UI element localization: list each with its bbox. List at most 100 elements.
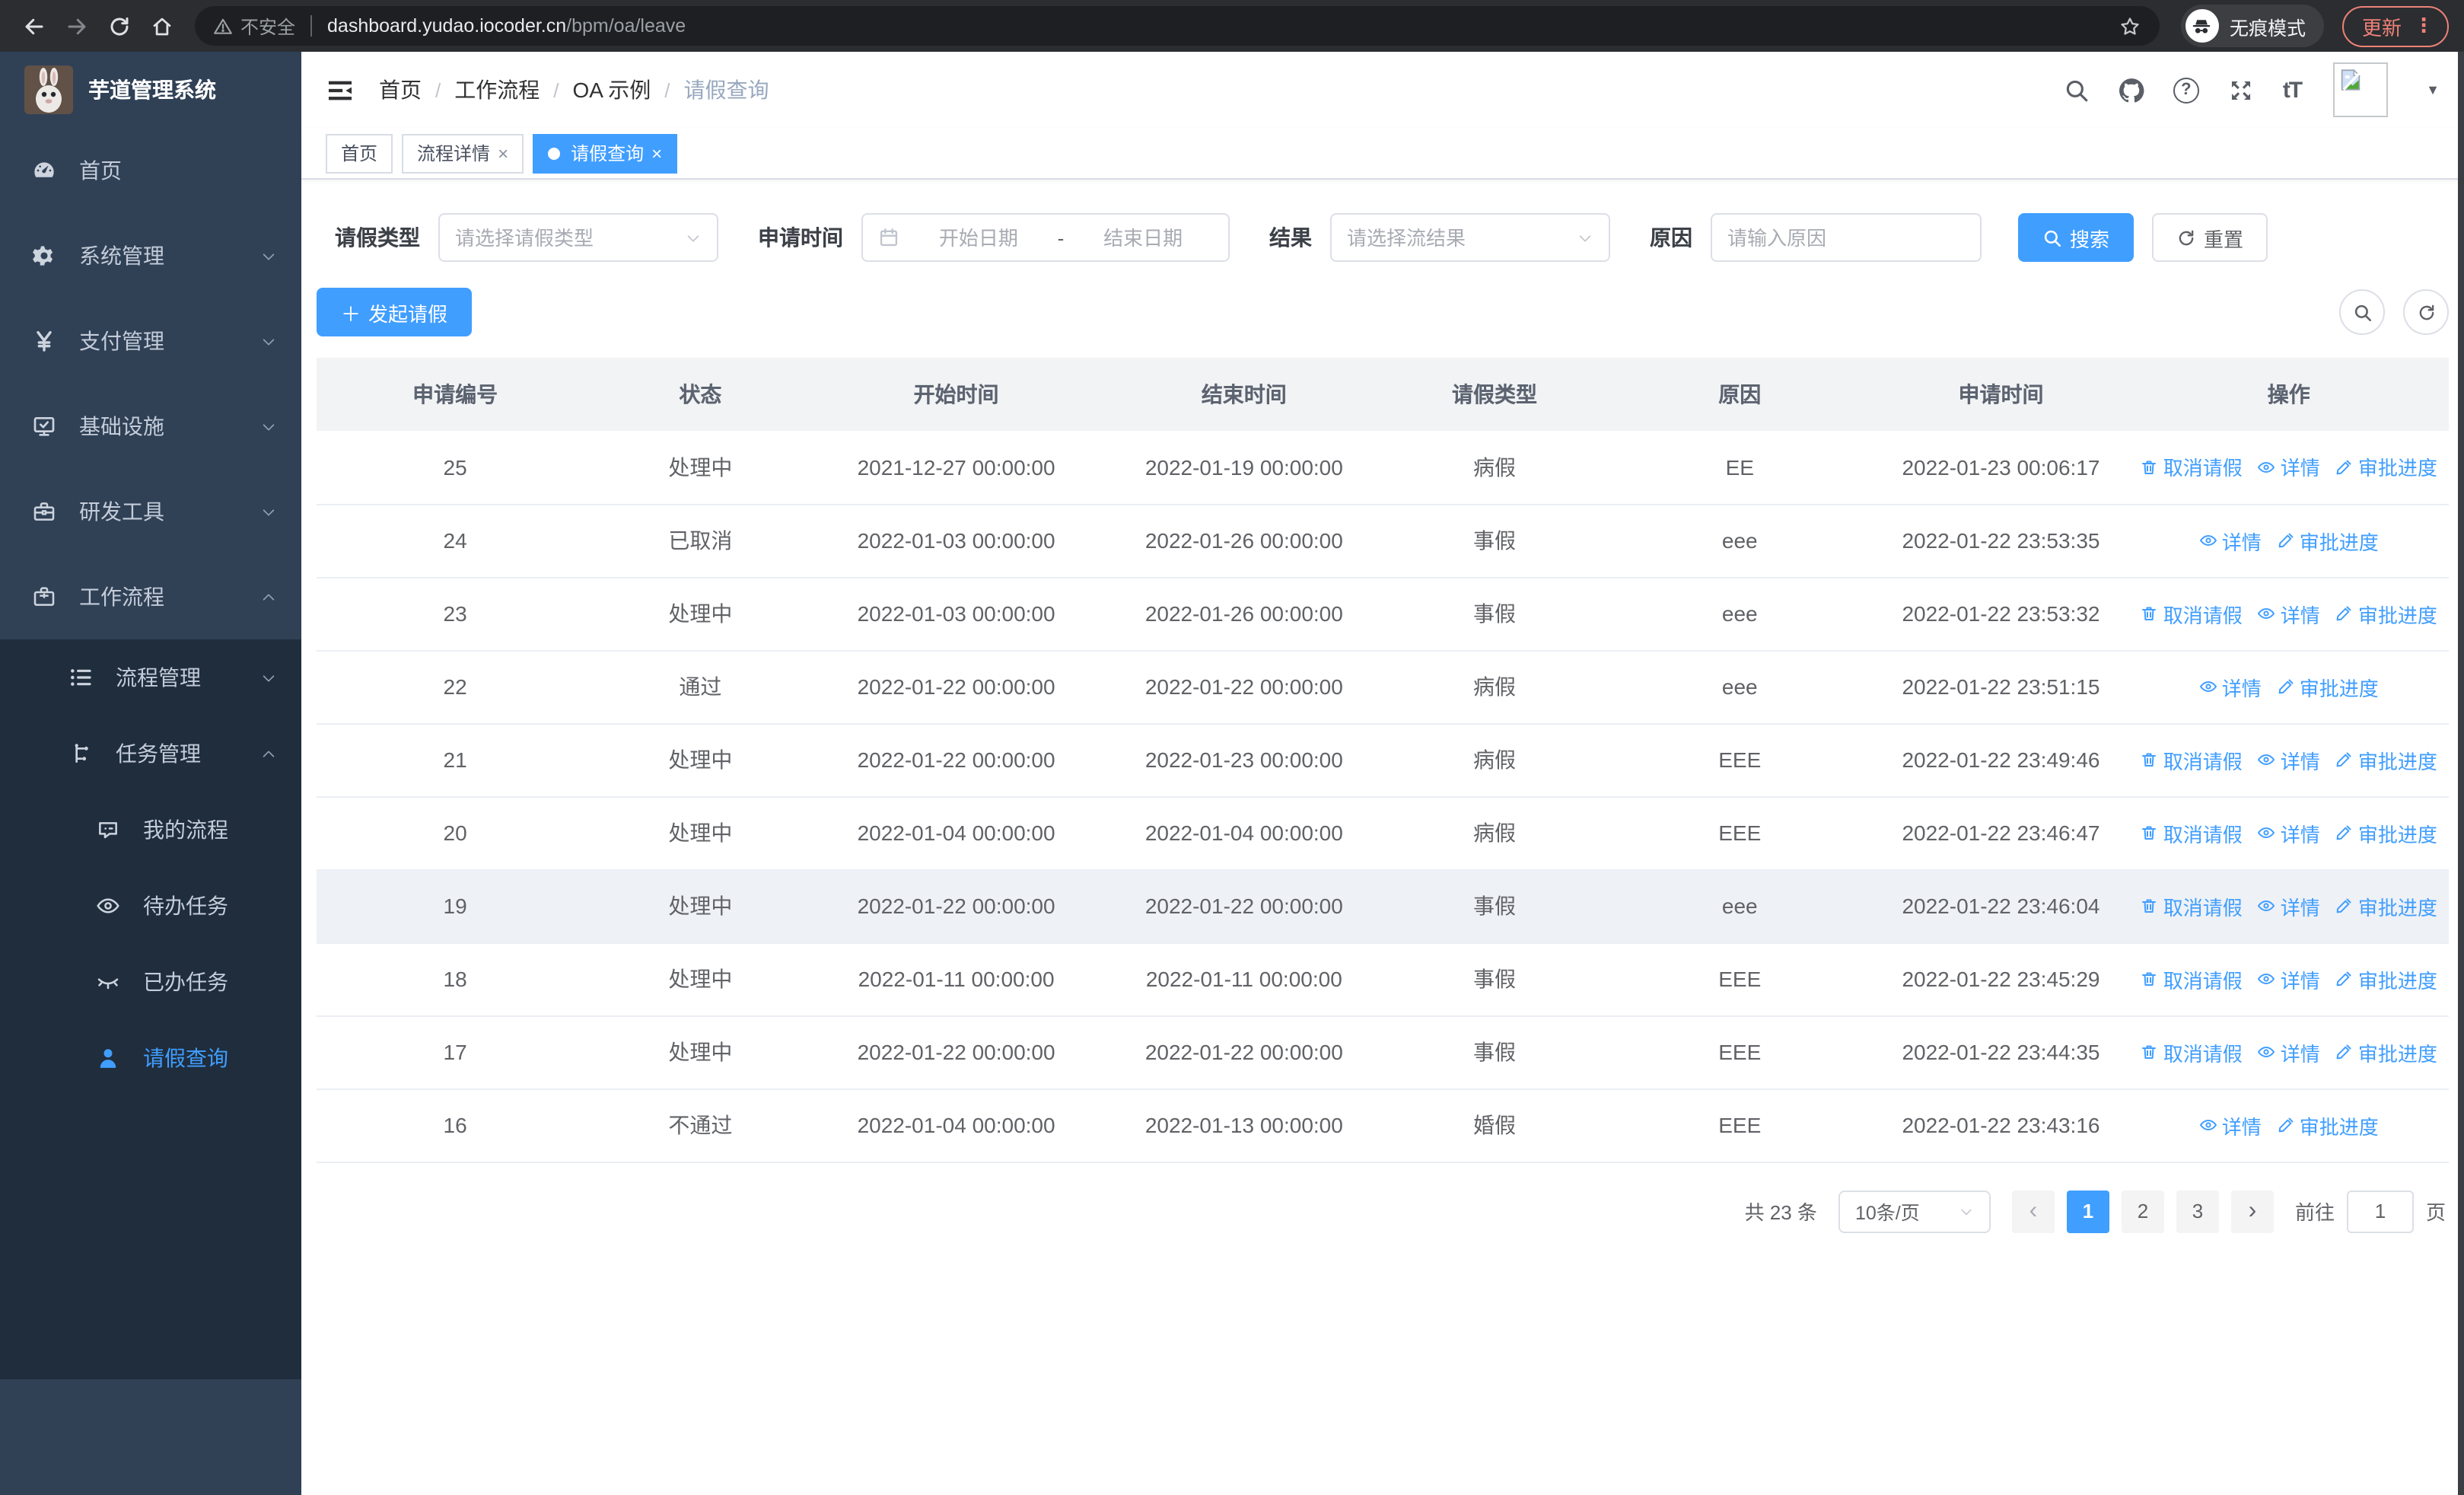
tab-流程详情[interactable]: 流程详情 × [402,133,524,173]
detail-link[interactable]: 详情 [2258,453,2320,482]
detail-link[interactable]: 详情 [2199,672,2262,701]
bookmark-star-icon[interactable] [2119,14,2141,37]
approval-progress-link[interactable]: 审批进度 [2335,818,2437,847]
app-logo-row[interactable]: 芋道管理系统 [0,52,301,128]
sidebar-item-home[interactable]: 首页 [0,128,301,213]
table-body: 25 处理中 2021-12-27 00:00:00 2022-01-19 00:00… [317,431,2449,1162]
sidebar-item-my-process[interactable]: 我的流程 [0,792,301,868]
sidebar-item-system[interactable]: 系统管理 [0,213,301,298]
end-date-input[interactable] [1073,226,1213,249]
breadcrumb-separator: / [435,78,441,101]
approval-progress-link[interactable]: 审批进度 [2335,891,2437,920]
next-page-button[interactable]: › [2230,1190,2274,1232]
goto-page-input[interactable] [2346,1190,2414,1232]
detail-link[interactable]: 详情 [2199,1111,2262,1140]
breadcrumb-item[interactable]: 工作流程 [454,78,540,102]
security-chip[interactable]: 不安全 [213,13,295,39]
page-size-select[interactable]: 10条/页 [1838,1190,1991,1232]
url-divider [310,15,313,37]
detail-link[interactable]: 详情 [2258,1038,2320,1066]
window-edge-scrollbar[interactable] [2458,52,2464,1495]
breadcrumb-item[interactable]: 首页 [379,78,422,102]
question-icon[interactable]: ? [2173,77,2199,103]
apply-time-range-picker[interactable]: - [861,213,1230,262]
page-button-2[interactable]: 2 [2121,1190,2164,1232]
font-size-icon[interactable]: tT [2282,77,2303,103]
sidebar-item-done-task[interactable]: 已办任务 [0,944,301,1020]
prev-page-button[interactable]: ‹ [2011,1190,2055,1232]
table-cell: 2022-01-22 23:46:47 [1873,796,2129,870]
github-icon[interactable] [2119,77,2144,103]
goto-label: 前往 [2294,1201,2335,1224]
table-cell: EE [1606,431,1873,505]
leave-type-select-input[interactable] [455,226,679,249]
sidebar-item-infra[interactable]: 基础设施 [0,384,301,469]
create-leave-button[interactable]: ＋ 发起请假 [317,288,473,336]
sidebar-item-leave-query[interactable]: 请假查询 [0,1020,301,1096]
cancel-leave-link[interactable]: 取消请假 [2141,891,2243,920]
cancel-leave-link[interactable]: 取消请假 [2141,745,2243,774]
approval-progress-link[interactable]: 审批进度 [2335,599,2437,628]
approval-progress-link[interactable]: 审批进度 [2277,526,2379,555]
detail-link[interactable]: 详情 [2199,526,2262,555]
tab-请假查询[interactable]: 请假查询 × [533,133,678,173]
home-icon[interactable] [143,8,180,44]
sidebar-item-payment[interactable]: 支付管理 [0,298,301,384]
sidebar-fold-icon[interactable] [326,75,355,104]
cancel-leave-link[interactable]: 取消请假 [2141,599,2243,628]
reason-input-box[interactable] [1711,213,1982,262]
search-button[interactable]: 搜索 [2018,213,2135,262]
page-button-1[interactable]: 1 [2066,1190,2109,1232]
browser-menu-icon[interactable]: ⋮ [2414,14,2434,37]
detail-link[interactable]: 详情 [2258,891,2320,920]
toggle-search-button[interactable] [2339,289,2385,335]
cancel-leave-link[interactable]: 取消请假 [2141,818,2243,847]
fullscreen-icon[interactable] [2228,77,2254,103]
back-icon[interactable] [15,8,52,44]
tab-close-icon[interactable]: × [651,142,663,164]
detail-link[interactable]: 详情 [2258,964,2320,993]
avatar-caret-down-icon[interactable]: ▼ [2426,82,2440,97]
detail-link[interactable]: 详情 [2258,745,2320,774]
refresh-table-button[interactable] [2403,289,2449,335]
tab-close-icon[interactable]: × [498,142,509,164]
approval-progress-link[interactable]: 审批进度 [2335,1038,2437,1066]
breadcrumb-item[interactable]: OA 示例 [572,78,651,102]
reason-input[interactable] [1727,226,1965,249]
detail-link[interactable]: 详情 [2258,818,2320,847]
result-select[interactable] [1330,213,1610,262]
cancel-leave-link[interactable]: 取消请假 [2141,964,2243,993]
url-bar[interactable]: 不安全 dashboard.yudao.iocoder.cn/bpm/oa/le… [195,6,2160,46]
page-button-3[interactable]: 3 [2176,1190,2219,1232]
table-cell: 2022-01-03 00:00:00 [807,504,1106,578]
approval-progress-link[interactable]: 审批进度 [2335,745,2437,774]
leave-type-select[interactable] [438,213,718,262]
calendar-icon [878,227,899,248]
reset-button[interactable]: 重置 [2152,213,2268,262]
sidebar-item-devtools[interactable]: 研发工具 [0,469,301,554]
table-cell: 2022-01-11 00:00:00 [807,942,1106,1016]
forward-icon[interactable] [58,8,94,44]
approval-progress-link[interactable]: 审批进度 [2335,453,2437,482]
cancel-leave-link[interactable]: 取消请假 [2141,1038,2243,1066]
update-button[interactable]: 更新 ⋮ [2341,5,2449,46]
sidebar-item-todo-task[interactable]: 待办任务 [0,868,301,944]
table-row: 18 处理中 2022-01-11 00:00:00 2022-01-11 00:00… [317,942,2449,1016]
start-date-input[interactable] [909,226,1049,249]
sidebar-item-process-mgmt[interactable]: 流程管理 [0,639,301,716]
approval-progress-link[interactable]: 审批进度 [2277,672,2379,701]
search-icon[interactable] [2064,77,2090,103]
approval-progress-link[interactable]: 审批进度 [2277,1111,2379,1140]
user-avatar[interactable] [2333,62,2389,117]
result-select-input[interactable] [1347,226,1571,249]
cancel-leave-link[interactable]: 取消请假 [2141,453,2243,482]
reload-icon[interactable] [100,8,137,44]
sidebar-item-workflow[interactable]: 工作流程 [0,554,301,639]
approval-progress-link[interactable]: 审批进度 [2335,964,2437,993]
detail-link[interactable]: 详情 [2258,599,2320,628]
sidebar-item-task-mgmt[interactable]: 任务管理 [0,716,301,792]
trash-icon [2141,458,2159,477]
chevron-down-icon [685,229,702,246]
table-cell: 病假 [1382,650,1607,724]
tab-首页[interactable]: 首页 [326,133,393,173]
